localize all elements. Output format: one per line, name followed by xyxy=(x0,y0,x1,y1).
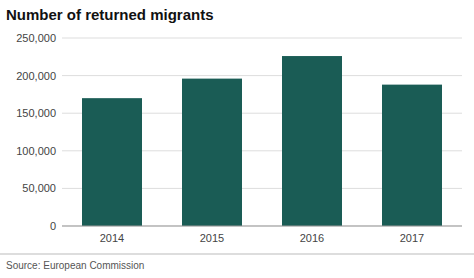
bar xyxy=(82,98,142,226)
x-tick-label: 2015 xyxy=(200,232,224,244)
separator xyxy=(0,254,474,255)
y-tick-label: 200,000 xyxy=(16,70,56,82)
grid-line xyxy=(62,226,462,227)
bar xyxy=(182,79,242,226)
chart: Number of returned migrants 0 50,000 100,00… xyxy=(0,0,474,278)
bar xyxy=(382,85,442,226)
title: Number of returned migrants xyxy=(6,6,214,23)
y-tick-label: 50,000 xyxy=(22,182,56,194)
x-tick-label: 2016 xyxy=(300,232,324,244)
x-axis-line xyxy=(62,226,462,227)
y-tick-label: 100,000 xyxy=(16,145,56,157)
grid-line xyxy=(62,75,462,76)
bar xyxy=(282,56,342,226)
y-tick-label: 150,000 xyxy=(16,107,56,119)
bars xyxy=(82,56,442,226)
grid-line xyxy=(62,38,462,39)
y-tick-label: 0 xyxy=(50,220,56,232)
source: Source: European Commission xyxy=(6,260,144,271)
y-tick-label: 250,000 xyxy=(16,32,56,44)
x-tick-label: 2017 xyxy=(400,232,424,244)
x-tick-label: 2014 xyxy=(100,232,124,244)
